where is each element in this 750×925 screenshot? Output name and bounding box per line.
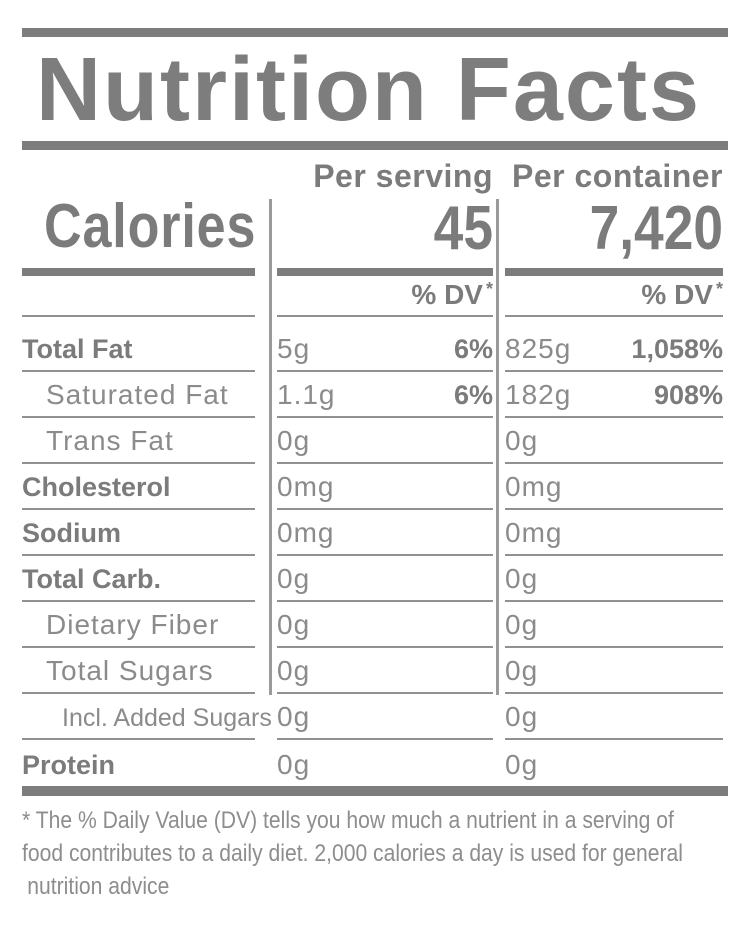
daily-value-header-row: % DV * % DV *	[0, 276, 750, 317]
container-amount: 0g	[505, 701, 539, 732]
column-divider-serving	[269, 199, 272, 695]
nutrient-name: Trans Fat	[46, 425, 174, 456]
nutrient-row-sodium: Sodium 0mg 0mg	[0, 510, 750, 556]
calories-rule-container	[505, 268, 723, 276]
serving-dv-value: 6%	[453, 334, 493, 364]
nutrient-name: Sodium	[22, 518, 121, 548]
serving-dv-value: 6%	[453, 380, 493, 410]
nutrient-row-total-sugars: Total Sugars 0g 0g	[0, 648, 750, 694]
daily-value-footnote: * The % Daily Value (DV) tells you how m…	[22, 804, 728, 903]
nutrient-row-total-fat: Total Fat 5g 6% 825g 1,058%	[0, 317, 750, 372]
serving-amount: 0g	[277, 701, 311, 732]
container-amount: 0mg	[505, 517, 563, 548]
serving-amount: 0mg	[277, 517, 335, 548]
title-bottom-rule	[22, 141, 728, 150]
dv-asterisk: *	[485, 279, 493, 299]
container-dv-value: 1,058%	[631, 334, 723, 364]
nutrient-name: Total Fat	[22, 334, 133, 364]
dv-header-serving: % DV *	[411, 279, 493, 310]
dv-header-left-cell	[22, 276, 255, 317]
nutrient-name: Protein	[22, 750, 116, 780]
footer-rule	[22, 786, 728, 796]
container-amount: 825g	[505, 333, 572, 364]
container-amount: 0g	[505, 563, 539, 594]
container-amount: 0g	[505, 749, 539, 780]
nutrient-row-protein: Protein 0g 0g	[0, 740, 750, 786]
serving-amount: 0g	[277, 749, 311, 780]
calories-row: Calories 45 7,420	[0, 192, 750, 268]
serving-amount: 0g	[277, 655, 311, 686]
container-amount: 0g	[505, 609, 539, 640]
serving-amount: 1.1g	[277, 379, 336, 410]
dv-asterisk: *	[715, 279, 723, 299]
container-amount: 0g	[505, 655, 539, 686]
nutrient-name: Dietary Fiber	[46, 609, 220, 640]
per-container-header: Per container	[511, 158, 723, 194]
calories-per-serving-value: 45	[433, 194, 493, 263]
container-dv-value: 908%	[653, 380, 723, 410]
nutrient-row-added-sugars: Incl. Added Sugars 0g 0g	[0, 694, 750, 740]
nutrient-row-cholesterol: Cholesterol 0mg 0mg	[0, 464, 750, 510]
nutrient-row-total-carb: Total Carb. 0g 0g	[0, 556, 750, 602]
nutrient-name: Total Sugars	[46, 655, 214, 686]
nutrient-name: Incl. Added Sugars	[62, 704, 272, 732]
calories-rule-serving	[277, 268, 493, 276]
calories-underline-rules	[0, 268, 750, 276]
serving-amount: 0g	[277, 609, 311, 640]
container-amount: 0g	[505, 425, 539, 456]
serving-amount: 5g	[277, 333, 311, 364]
nutrient-row-trans-fat: Trans Fat 0g 0g	[0, 418, 750, 464]
top-rule	[22, 28, 728, 37]
serving-amount: 0g	[277, 563, 311, 594]
dv-header-container: % DV *	[641, 279, 723, 310]
container-amount: 0mg	[505, 471, 563, 502]
nutrient-name: Total Carb.	[22, 564, 162, 594]
footnote-line: * The % Daily Value (DV) tells you how m…	[22, 807, 674, 834]
per-serving-header: Per serving	[313, 158, 493, 194]
column-header-row: Per serving Per container	[0, 150, 750, 198]
footnote-line: nutrition advice	[27, 873, 170, 900]
calories-rule-left	[22, 268, 255, 276]
nutrient-row-dietary-fiber: Dietary Fiber 0g 0g	[0, 602, 750, 648]
column-divider-container	[496, 199, 499, 695]
dv-header-container-cell: % DV *	[505, 276, 723, 317]
nutrient-name: Cholesterol	[22, 472, 171, 502]
calories-label: Calories	[44, 192, 257, 261]
label-title: Nutrition Facts	[36, 40, 702, 140]
calories-per-container-value: 7,420	[589, 194, 723, 263]
nutrient-row-saturated-fat: Saturated Fat 1.1g 6% 182g 908%	[0, 372, 750, 418]
dv-header-serving-cell: % DV *	[277, 276, 493, 317]
nutrient-name: Saturated Fat	[46, 379, 229, 410]
serving-amount: 0mg	[277, 471, 335, 502]
footnote-line: food contributes to a daily diet. 2,000 …	[22, 840, 683, 867]
serving-amount: 0g	[277, 425, 311, 456]
container-amount: 182g	[505, 379, 572, 410]
